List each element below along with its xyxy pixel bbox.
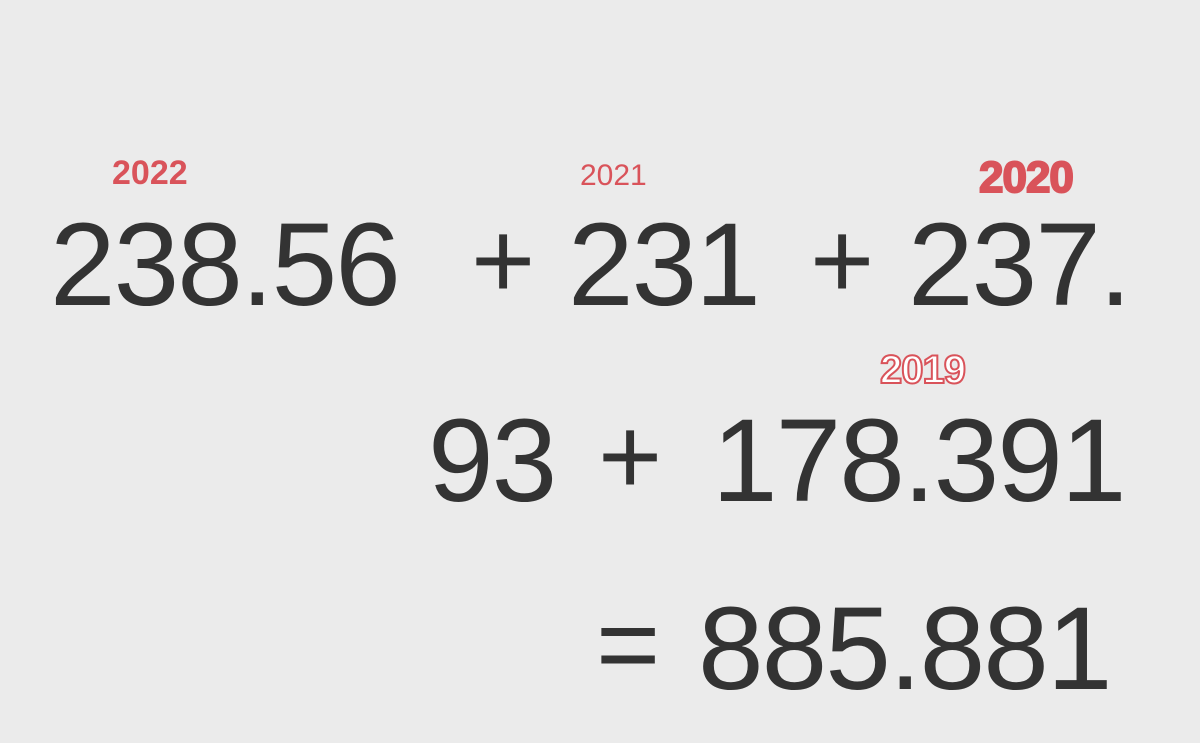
equals-sign: = xyxy=(596,583,661,706)
term-2019: 178.391 xyxy=(712,395,1127,527)
year-label-2022: 2022 xyxy=(112,154,188,192)
plus-sign: + xyxy=(598,395,663,518)
year-label-2019: 2019 xyxy=(879,348,967,392)
plus-sign: + xyxy=(471,199,536,322)
plus-sign: + xyxy=(810,199,875,322)
result-total: 885.881 xyxy=(698,583,1113,715)
term-2021: 231 xyxy=(568,199,761,331)
term-2020-part2: 93 xyxy=(428,395,557,527)
term-2022: 238.56 xyxy=(50,199,401,331)
year-label-2021: 2021 xyxy=(580,159,647,192)
term-2020-part1: 237. xyxy=(908,199,1132,331)
year-label-2020: 2020 xyxy=(978,153,1075,202)
